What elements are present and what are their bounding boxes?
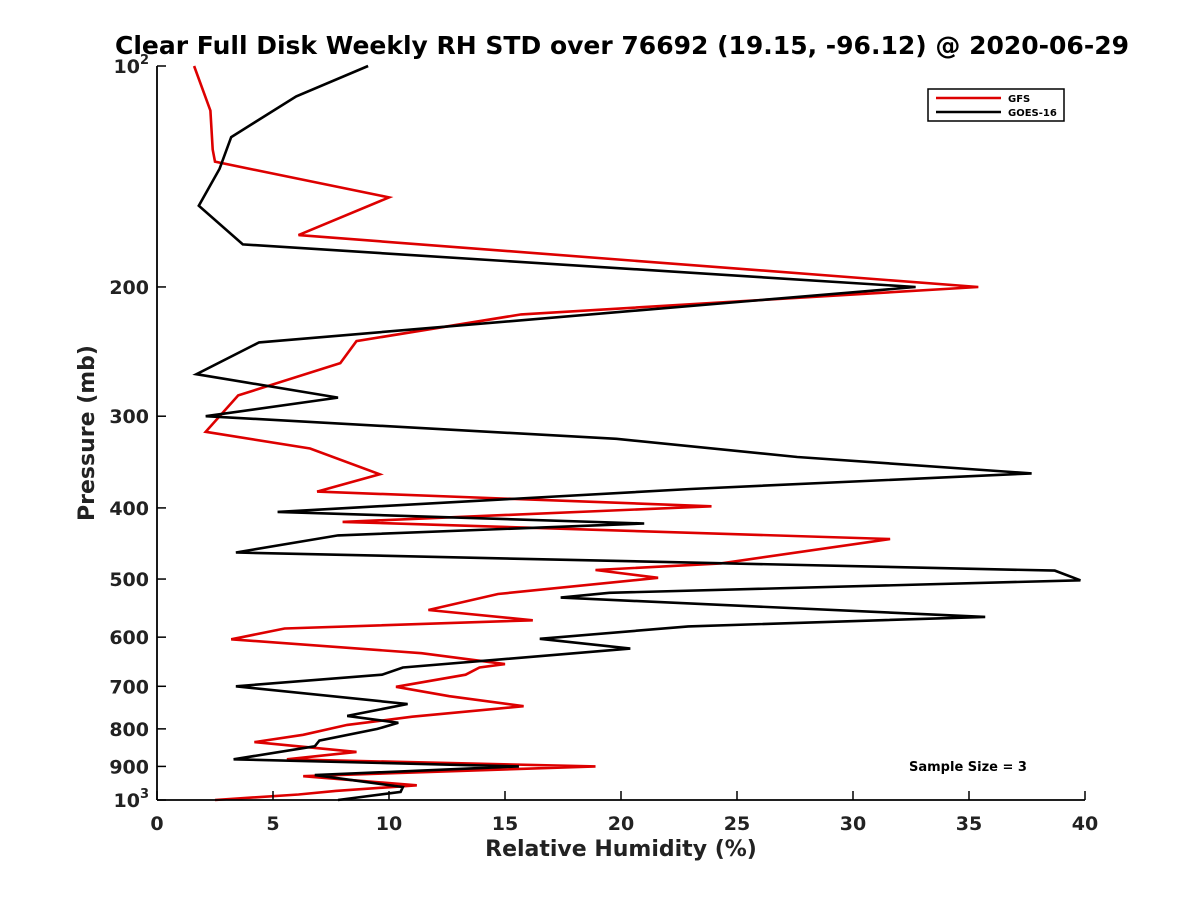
x-tick-label: 5 — [266, 813, 279, 835]
legend-box — [927, 88, 1065, 122]
y-tick-label: 200 — [109, 277, 149, 299]
x-tick-label: 20 — [608, 813, 634, 835]
y-tick-label: 500 — [109, 569, 149, 591]
x-tick-label: 30 — [840, 813, 866, 835]
y-tick-label: 102 — [114, 53, 150, 78]
chart-title: Clear Full Disk Weekly RH STD over 76692… — [115, 31, 1129, 60]
y-tick-label: 600 — [109, 627, 149, 649]
legend-label: GOES-16 — [1008, 108, 1057, 119]
y-tick-exponent: 2 — [140, 53, 149, 68]
y-tick-label: 700 — [109, 676, 149, 698]
x-axis-ticks: 0 5 10 15 20 25 30 35 40 — [150, 791, 1098, 835]
x-tick-label: 40 — [1072, 813, 1098, 835]
y-tick-label: 800 — [109, 719, 149, 741]
y-tick-base: 10 — [114, 790, 140, 812]
x-tick-label: 25 — [724, 813, 750, 835]
y-tick-label: 400 — [109, 498, 149, 520]
x-axis-label: Relative Humidity (%) — [485, 837, 757, 862]
x-tick-label: 10 — [376, 813, 402, 835]
y-tick-base: 10 — [114, 56, 140, 78]
legend: GFS GOES-16 — [927, 88, 1065, 122]
x-tick-label: 35 — [956, 813, 982, 835]
series-layer — [192, 64, 1081, 802]
y-axis-label: Pressure (mb) — [75, 345, 100, 521]
x-tick-label: 0 — [150, 813, 163, 835]
y-tick-label: 300 — [109, 406, 149, 428]
y-tick-label: 900 — [109, 756, 149, 778]
x-tick-label: 15 — [492, 813, 518, 835]
series-line-gfs — [192, 65, 979, 802]
sample-size-annotation: Sample Size = 3 — [909, 760, 1027, 775]
series-line-goes-16 — [192, 64, 1081, 802]
y-tick-label: 103 — [114, 787, 150, 812]
y-tick-exponent: 3 — [140, 787, 149, 802]
legend-label: GFS — [1008, 94, 1030, 105]
plot-frame — [157, 66, 1085, 800]
